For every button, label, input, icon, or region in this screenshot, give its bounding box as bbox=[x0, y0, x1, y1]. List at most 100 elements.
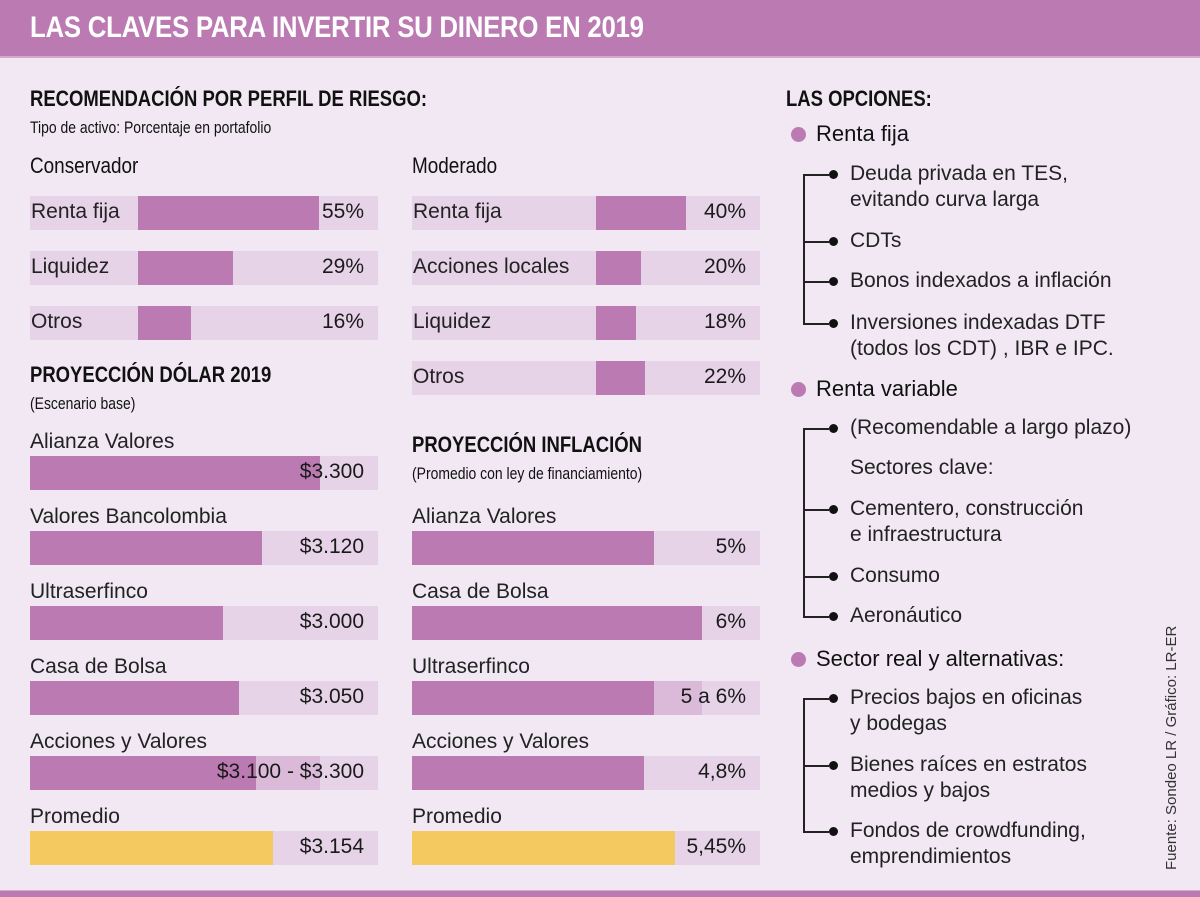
page-title: LAS CLAVES PARA INVERTIR SU DINERO EN 20… bbox=[30, 11, 644, 44]
bar-label: Ultraserfinco bbox=[412, 655, 530, 678]
option-item-line: Fondos de crowdfunding, bbox=[850, 819, 1086, 842]
bar-track: $3.000 bbox=[30, 606, 378, 640]
bar-value: $3.050 bbox=[299, 685, 364, 708]
bullet-icon bbox=[829, 505, 838, 514]
title-bar: LAS CLAVES PARA INVERTIR SU DINERO EN 20… bbox=[0, 0, 1200, 58]
bar-fill bbox=[30, 606, 223, 640]
bar-track: $3.154 bbox=[30, 831, 378, 865]
option-item: Aeronáutico bbox=[850, 603, 962, 629]
bar-track: 4,8% bbox=[412, 756, 760, 790]
option-item: Fondos de crowdfunding, emprendimientos bbox=[850, 818, 1086, 870]
bar-label: Otros bbox=[31, 310, 83, 333]
dollar-subheading: (Escenario base) bbox=[30, 394, 136, 413]
bar-value: $3.300 bbox=[299, 460, 364, 483]
option-item-line: (todos los CDT) , IBR e IPC. bbox=[850, 337, 1114, 360]
option-item-line: emprendimientos bbox=[850, 845, 1012, 868]
bar-fill-average bbox=[30, 831, 273, 865]
bar-label: Ultraserfinco bbox=[30, 580, 148, 603]
bar-value: 4,8% bbox=[698, 760, 746, 783]
bar-label: Alianza Valores bbox=[412, 505, 557, 528]
connector-line bbox=[803, 831, 829, 833]
bar-fill bbox=[596, 306, 636, 340]
bar-value: $3.154 bbox=[299, 835, 364, 858]
bottom-bar bbox=[0, 890, 1200, 897]
bar-value: 5 a 6% bbox=[680, 685, 746, 708]
option-item-line: Consumo bbox=[850, 564, 940, 587]
bar-value: 22% bbox=[703, 365, 746, 388]
category-dot-icon bbox=[791, 127, 806, 142]
bracket-line bbox=[803, 174, 805, 325]
bar-fill bbox=[138, 196, 319, 230]
bar-track: $3.050 bbox=[30, 681, 378, 715]
option-item-line: e infraestructura bbox=[850, 523, 1002, 546]
option-item-line: evitando curva larga bbox=[850, 188, 1040, 211]
bar-fill bbox=[596, 196, 686, 230]
bracket-line bbox=[803, 428, 805, 618]
bar-value: 6% bbox=[715, 610, 746, 633]
source-note: Fuente: Sondeo LR / Gráfico: LR-ER bbox=[1163, 625, 1180, 870]
bar-fill bbox=[138, 251, 233, 285]
bar-value: 29% bbox=[321, 255, 364, 278]
bullet-icon bbox=[829, 424, 838, 433]
bar-label: Acciones y Valores bbox=[30, 730, 208, 753]
connector-line bbox=[803, 323, 829, 325]
bar-fill bbox=[138, 306, 191, 340]
option-item: Bonos indexados a inflación bbox=[850, 268, 1112, 294]
option-item: Bienes raíces en estratos medios y bajos bbox=[850, 752, 1087, 804]
bar-track: Renta fija 40% bbox=[412, 196, 760, 230]
option-category: Sector real y alternativas: bbox=[816, 646, 1065, 671]
bullet-icon bbox=[829, 612, 838, 621]
option-item: Consumo bbox=[850, 563, 940, 589]
option-item-line: (Recomendable a largo plazo) bbox=[850, 416, 1132, 439]
inflation-subheading: (Promedio con ley de financiamiento) bbox=[412, 464, 643, 483]
bar-label: Valores Bancolombia bbox=[30, 505, 227, 528]
bar-fill-average bbox=[412, 831, 675, 865]
bar-label: Alianza Valores bbox=[30, 430, 175, 453]
bar-track: 5 a 6% bbox=[412, 681, 760, 715]
bracket-line bbox=[803, 698, 805, 833]
bullet-icon bbox=[829, 319, 838, 328]
option-category: Renta variable bbox=[816, 376, 958, 401]
bar-track: 6% bbox=[412, 606, 760, 640]
bar-label: Casa de Bolsa bbox=[30, 655, 167, 678]
option-item: Cementero, construcción e infraestructura bbox=[850, 496, 1083, 548]
bar-label: Promedio bbox=[412, 805, 502, 828]
bullet-icon bbox=[829, 170, 838, 179]
option-item-line: y bodegas bbox=[850, 712, 947, 735]
option-item: Deuda privada en TES, evitando curva larg… bbox=[850, 161, 1068, 213]
option-item-line: Cementero, construcción bbox=[850, 497, 1084, 520]
option-item: CDTs bbox=[850, 228, 901, 254]
bar-track: $3.300 bbox=[30, 456, 378, 490]
option-item-line: Aeronáutico bbox=[850, 604, 963, 627]
option-item-line: Inversiones indexadas DTF bbox=[850, 311, 1106, 334]
bar-fill bbox=[412, 681, 654, 715]
risk-subheading: Tipo de activo: Porcentaje en portafolio bbox=[30, 118, 272, 137]
bar-label: Acciones y Valores bbox=[412, 730, 590, 753]
bar-track: $3.100 - $3.300 bbox=[30, 756, 378, 790]
bar-label: Renta fija bbox=[31, 200, 120, 223]
option-category: Renta fija bbox=[816, 121, 909, 146]
option-item-line: Bonos indexados a inflación bbox=[850, 269, 1112, 292]
bar-track: Liquidez 18% bbox=[412, 306, 760, 340]
bar-value: $3.100 - $3.300 bbox=[216, 760, 364, 783]
inflation-heading: PROYECCIÓN INFLACIÓN bbox=[412, 432, 642, 457]
bar-fill bbox=[30, 531, 262, 565]
option-item-line: medios y bajos bbox=[850, 779, 991, 802]
risk-heading: RECOMENDACIÓN POR PERFIL DE RIESGO: bbox=[30, 86, 428, 111]
bar-fill bbox=[30, 681, 239, 715]
connector-line bbox=[803, 428, 829, 430]
option-item-line: Sectores clave: bbox=[850, 456, 994, 479]
bar-label: Otros bbox=[413, 365, 465, 388]
options-heading: LAS OPCIONES: bbox=[786, 86, 932, 111]
category-dot-icon bbox=[791, 382, 806, 397]
option-item: Sectores clave: bbox=[850, 455, 994, 481]
bar-value: 5% bbox=[715, 535, 746, 558]
bullet-icon bbox=[829, 277, 838, 286]
bullet-icon bbox=[829, 827, 838, 836]
bar-track: Renta fija 55% bbox=[30, 196, 378, 230]
connector-line bbox=[803, 576, 829, 578]
bar-fill bbox=[412, 606, 702, 640]
option-item: (Recomendable a largo plazo) bbox=[850, 415, 1131, 441]
bar-track: 5% bbox=[412, 531, 760, 565]
bullet-icon bbox=[829, 572, 838, 581]
